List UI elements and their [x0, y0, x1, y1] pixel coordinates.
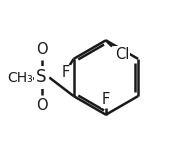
Text: O: O: [36, 98, 47, 113]
Text: O: O: [36, 42, 47, 57]
Text: CH₃: CH₃: [7, 71, 33, 84]
Text: S: S: [36, 69, 47, 86]
Text: F: F: [62, 65, 70, 80]
Text: Cl: Cl: [115, 47, 129, 62]
Text: F: F: [102, 93, 110, 107]
